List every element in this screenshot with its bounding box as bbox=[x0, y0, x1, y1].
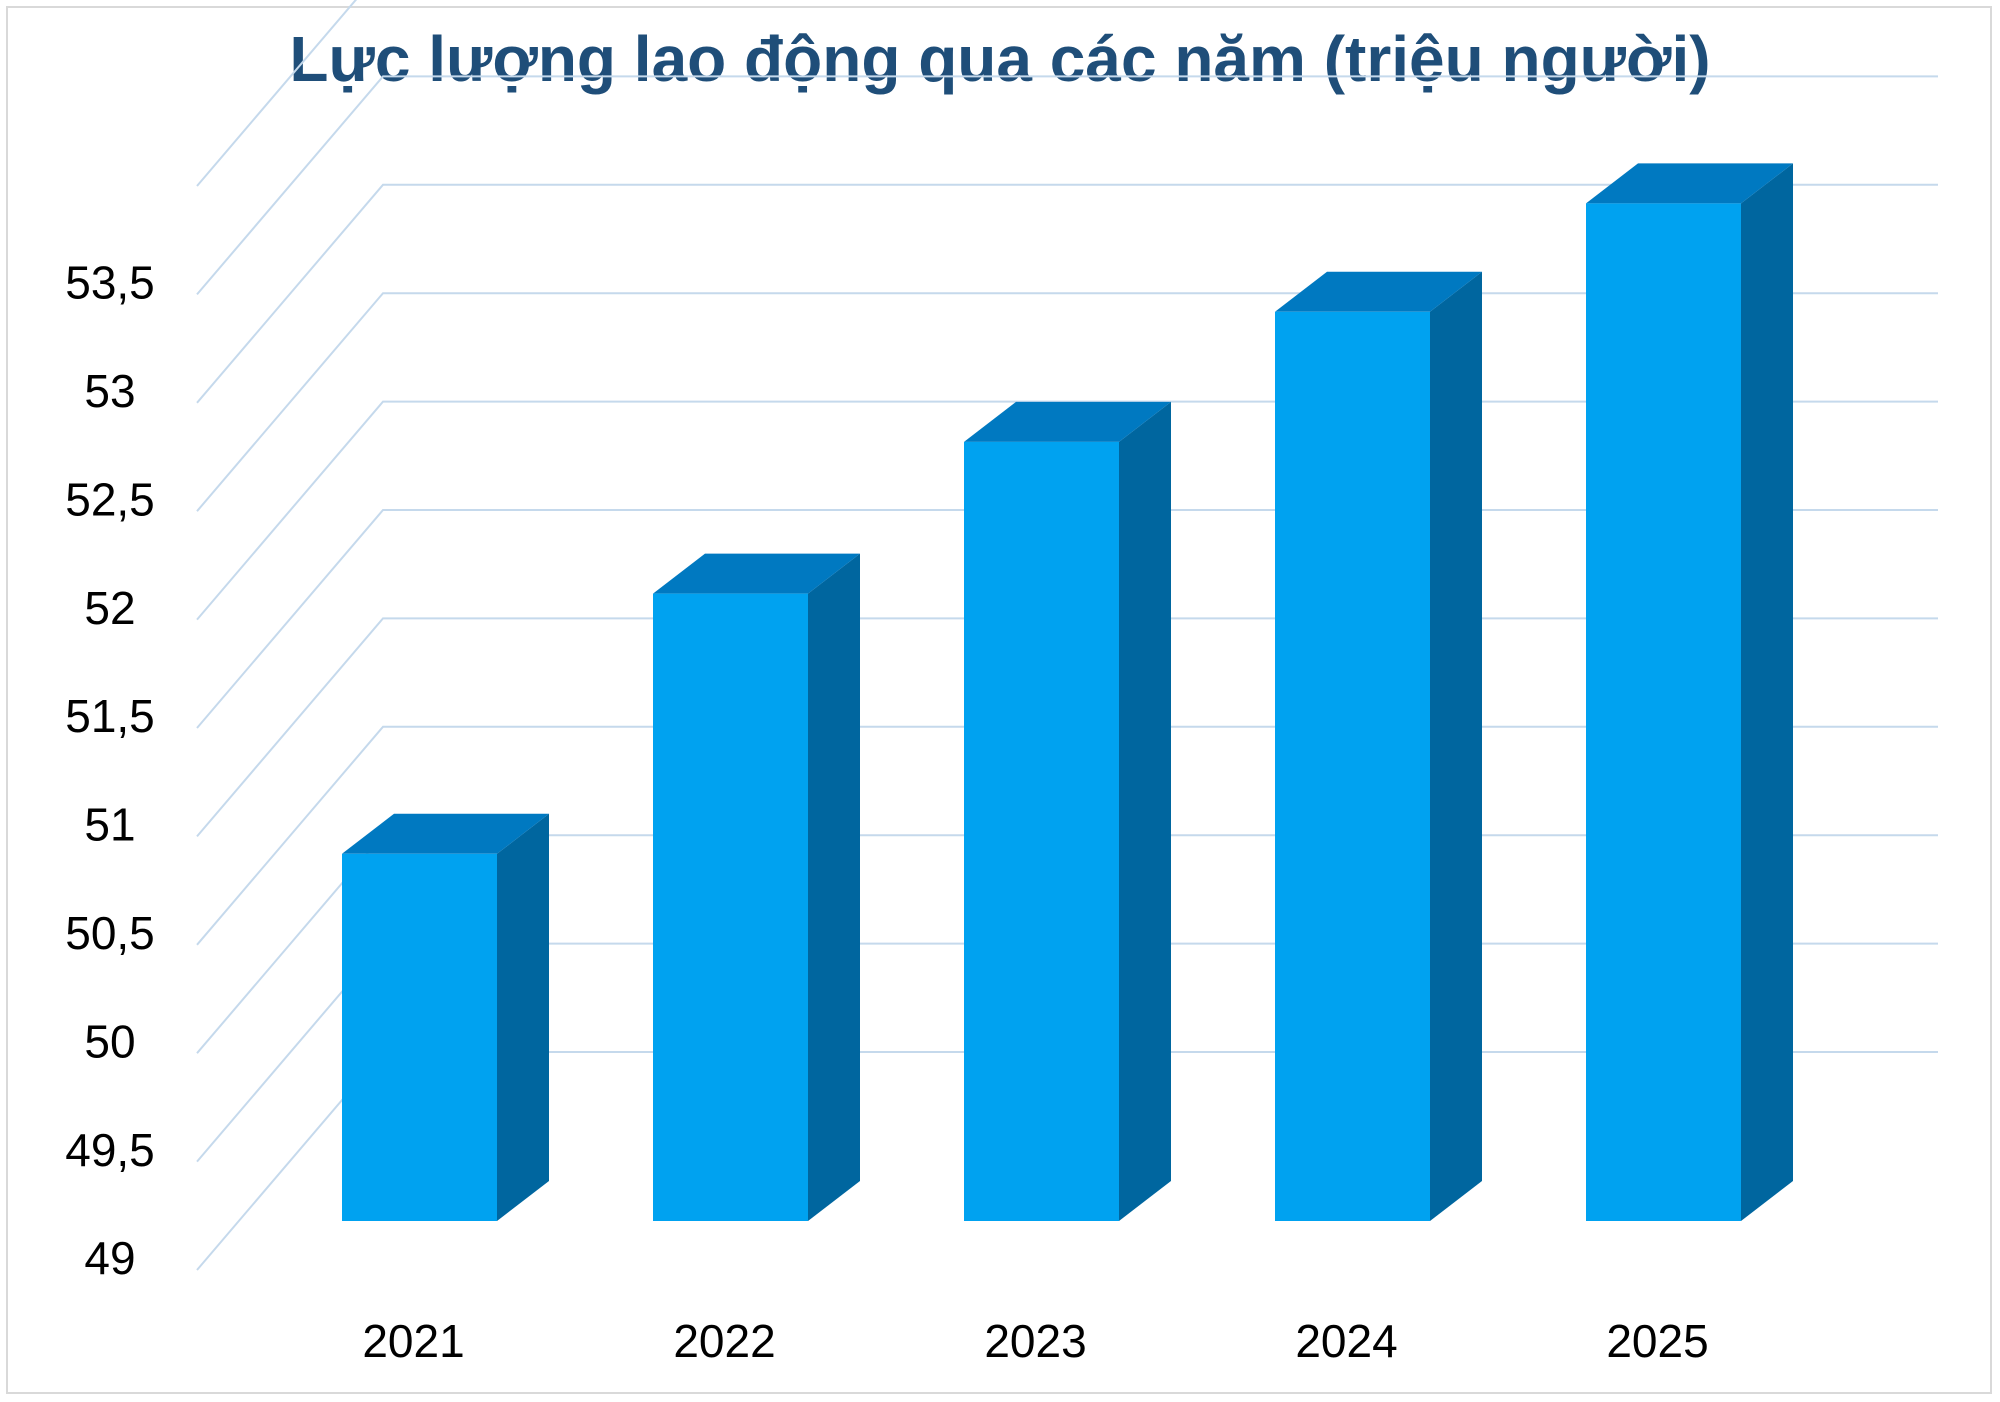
bar-front bbox=[964, 441, 1119, 1221]
gridline bbox=[196, 183, 1938, 404]
x-tick-label: 2024 bbox=[1295, 1315, 1397, 1367]
y-tick-label: 49,5 bbox=[65, 1124, 155, 1176]
bar-top bbox=[1586, 163, 1793, 204]
bar-2023 bbox=[964, 401, 1171, 1221]
bar-top bbox=[342, 813, 549, 854]
x-tick-label: 2022 bbox=[673, 1315, 775, 1367]
bar-side bbox=[497, 813, 549, 1221]
x-tick-label: 2023 bbox=[984, 1315, 1086, 1367]
bar-top bbox=[964, 401, 1171, 442]
y-tick-label: 50,5 bbox=[65, 907, 155, 959]
bar-top bbox=[1275, 271, 1482, 312]
y-tick-label: 51 bbox=[84, 799, 135, 851]
bar-2021 bbox=[342, 813, 549, 1221]
bar-side bbox=[1119, 401, 1171, 1221]
x-tick-label: 2025 bbox=[1606, 1315, 1708, 1367]
bar-front bbox=[653, 593, 808, 1221]
y-tick-label: 53 bbox=[84, 365, 135, 417]
bar-front bbox=[1586, 203, 1741, 1221]
gridline bbox=[196, 0, 358, 187]
bar-front bbox=[1275, 311, 1430, 1221]
bar-2025 bbox=[1586, 163, 1793, 1221]
x-tick-label: 2021 bbox=[362, 1315, 464, 1367]
bar-side bbox=[1430, 271, 1482, 1221]
bar-side bbox=[808, 553, 860, 1221]
y-tick-label: 50 bbox=[84, 1015, 135, 1067]
y-axis-ticks: 49 49,5 50 50,5 51 51,5 52 52,5 53 53,5 bbox=[65, 257, 155, 1285]
bar-side bbox=[1741, 163, 1793, 1221]
y-tick-label: 49 bbox=[84, 1232, 135, 1284]
bar-2022 bbox=[653, 553, 860, 1221]
chart-title: Lực lượng lao động qua các năm (triệu ng… bbox=[289, 23, 1711, 95]
y-tick-label: 53,5 bbox=[65, 257, 155, 309]
bars bbox=[342, 163, 1793, 1221]
x-axis-ticks: 2021 2022 2023 2024 2025 bbox=[362, 1315, 1708, 1367]
bar-front bbox=[342, 853, 497, 1221]
y-tick-label: 51,5 bbox=[65, 690, 155, 742]
gridline bbox=[196, 75, 1938, 296]
bar-2024 bbox=[1275, 271, 1482, 1221]
y-tick-label: 52,5 bbox=[65, 473, 155, 525]
y-tick-label: 52 bbox=[84, 582, 135, 634]
bar-top bbox=[653, 553, 860, 594]
